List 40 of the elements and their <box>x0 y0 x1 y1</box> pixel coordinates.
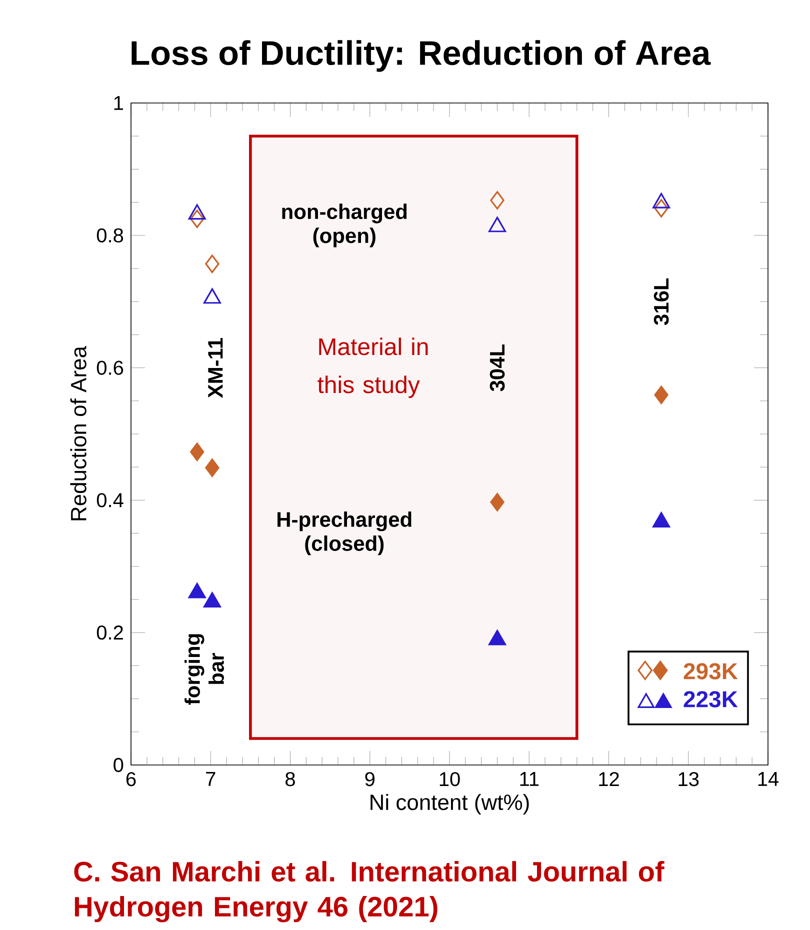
x-tick-label: 12 <box>599 772 619 786</box>
annotation: XM-11 <box>208 338 223 398</box>
y-tick-label: 0.2 <box>96 626 123 640</box>
annotation: H-precharged (closed) <box>278 512 412 556</box>
annotation: non-charged (open) <box>282 204 407 248</box>
legend-label: 223K <box>684 691 738 708</box>
point <box>205 458 220 477</box>
x-tick-label: 9 <box>365 772 375 786</box>
annotation: 304L <box>490 344 505 392</box>
point <box>490 492 504 512</box>
x-axis-title: Ni content (wt%) <box>370 794 529 814</box>
point <box>654 199 668 218</box>
legend-label: 293K <box>684 663 738 680</box>
point <box>205 254 220 274</box>
point <box>652 512 670 528</box>
point <box>190 210 204 228</box>
y-tick-label: 1 <box>114 96 123 110</box>
y-tick-label: 0.8 <box>96 228 124 242</box>
annotation: 316L <box>654 278 669 326</box>
band-label: Material in this study <box>318 338 428 398</box>
point <box>490 191 504 210</box>
chart-title: Loss of Ductility: Reduction of Area <box>132 40 711 72</box>
x-tick-label: 7 <box>206 772 216 786</box>
point <box>203 592 221 608</box>
x-tick-label: 10 <box>440 772 460 786</box>
y-tick-label: 0.6 <box>96 360 124 375</box>
point <box>188 582 206 598</box>
text: C. San Marchi et al. International Journal of Hydrogen Energy 46 (2021) <box>74 861 664 922</box>
x-tick-label: 6 <box>126 772 136 786</box>
point <box>654 386 668 404</box>
y-axis-title: Reduction of Area <box>70 346 86 520</box>
point <box>488 630 506 646</box>
x-tick-label: 13 <box>678 772 699 786</box>
y-tick-label: 0.4 <box>96 493 124 508</box>
y-tick-label: 0 <box>114 758 124 772</box>
annotation: forging bar <box>184 634 224 705</box>
x-tick-label: 11 <box>520 772 539 786</box>
x-tick-label: 8 <box>286 772 295 786</box>
point <box>190 442 204 462</box>
x-tick-label: 14 <box>758 772 779 786</box>
